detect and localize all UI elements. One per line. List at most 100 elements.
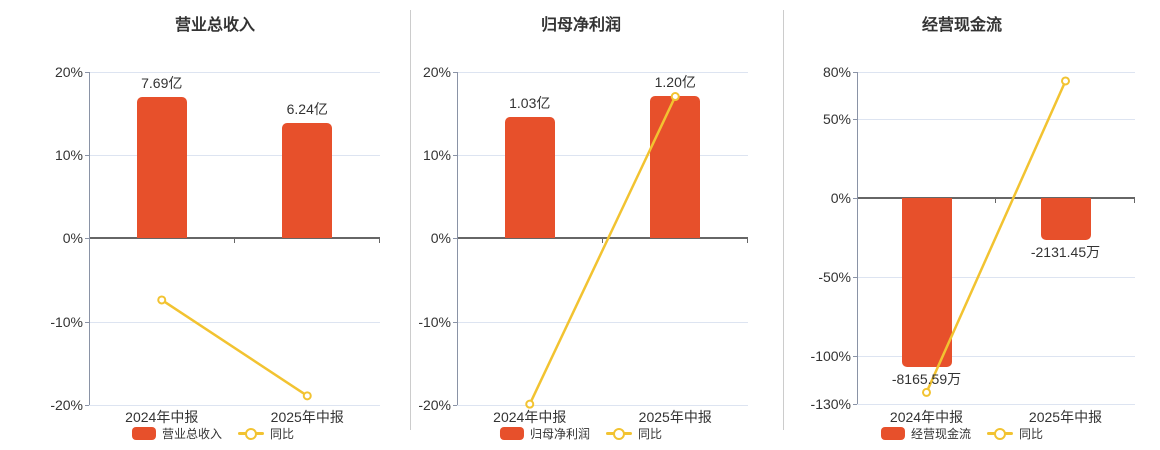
legend-label: 同比 [1019,427,1044,441]
bar-value-label: 1.03亿 [509,95,551,112]
y-axis-label: 50% [822,110,851,127]
y-axis-label: -20% [50,397,83,413]
bar-2024年中报[interactable] [901,197,952,367]
gridline [857,71,1135,73]
y-axis-tick [85,238,89,240]
chart-panel-cash-flow: 经营现金流 80% 50% 0% -50% -100% -130% -8165.59万 -21… [783,0,1160,450]
x-axis-tick [995,197,996,203]
gridline [457,71,748,73]
gridline [457,321,748,323]
y-axis-label: -20% [418,397,451,413]
trend-line [525,92,680,409]
x-axis-tick [233,238,235,244]
line-marker[interactable] [302,391,312,401]
x-axis-label: 2024年中报 [889,409,964,425]
y-axis-label: -100% [810,348,851,365]
x-axis-label: 2025年中报 [638,409,712,425]
y-axis-line [457,71,458,405]
y-axis-tick [453,71,457,73]
panel-divider [410,10,411,430]
y-axis-tick [85,154,89,156]
y-axis-label: 20% [422,63,451,80]
bar-legend-swatch [880,427,905,440]
bar-2025年中报[interactable] [650,95,701,239]
line-marker[interactable] [525,399,535,409]
legend-item-bar[interactable]: 归母净利润 [499,425,590,442]
line-marker[interactable] [670,92,680,102]
y-axis-label: 10% [422,146,451,163]
gridline [457,154,748,156]
bar-value-label: -8165.59万 [891,370,962,387]
bar-2025年中报[interactable] [1040,197,1091,241]
gridline [89,321,380,323]
line-legend-marker [238,427,264,440]
y-axis-label: 80% [822,63,851,80]
chart-legend: 营业总收入 同比 [131,425,294,442]
gridline [857,403,1135,405]
y-axis-tick [853,356,857,358]
bar-legend-swatch [131,427,156,440]
gridline [89,154,380,156]
bar-2024年中报[interactable] [504,117,555,239]
x-axis-tick [379,238,380,244]
legend-item-bar[interactable]: 经营现金流 [880,425,971,442]
bar-2024年中报[interactable] [136,96,187,239]
legend-item-line[interactable]: 同比 [238,425,294,442]
bar-legend-swatch [499,427,524,440]
legend-label: 同比 [638,427,663,441]
y-axis-label: -10% [418,313,451,330]
plot-area: 20% 10% 0% -10% -20% 1.03亿 1.20亿 2024年中报 2025年中报 [410,0,783,450]
y-axis-line [89,71,90,405]
gridline [89,71,380,73]
y-axis-tick [85,321,89,323]
y-axis-label: 0% [62,230,83,247]
y-axis-tick [853,118,857,120]
gridline [857,356,1135,358]
bar-2025年中报[interactable] [282,123,333,239]
x-axis-label: 2024年中报 [125,409,199,425]
y-axis-label: 20% [54,63,83,80]
bar-value-label: 1.20亿 [654,73,696,90]
x-axis-tick [601,238,603,244]
y-axis-label: -50% [818,269,851,286]
gridline [89,405,380,406]
plot-area: 80% 50% 0% -50% -100% -130% -8165.59万 -2131.45万… [783,0,1160,450]
chart-panel-net-profit: 归母净利润 20% 10% 0% -10% -20% 1.03亿 1.20亿 2024年中报 2… [410,0,783,450]
y-axis-tick [853,71,857,73]
legend-label: 营业总收入 [161,427,222,441]
y-axis-tick [853,403,857,405]
y-axis-tick [85,71,89,73]
zero-axis-line [89,237,380,240]
bar-value-label: -2131.45万 [1030,244,1101,261]
chart-panel-revenue: 营业总收入 20% 10% 0% -10% -20% 7.69亿 6.24亿 2024年中报 2… [0,0,410,450]
gridline [457,405,748,406]
legend-label: 经营现金流 [910,427,971,441]
legend-item-line[interactable]: 同比 [606,425,662,442]
y-axis-label: -130% [810,395,851,412]
line-marker[interactable] [1061,76,1070,86]
chart-title: 营业总收入 [174,17,256,34]
y-axis-tick [453,154,457,156]
y-axis-label: 0% [430,230,451,247]
y-axis-tick [853,277,857,279]
x-axis-tick [747,238,748,244]
legend-item-bar[interactable]: 营业总收入 [131,425,222,442]
chart-legend: 归母净利润 同比 [499,425,662,442]
y-axis-line [857,71,858,404]
line-marker[interactable] [157,295,167,305]
x-axis-tick [1134,197,1135,203]
chart-legend: 经营现金流 同比 [880,425,1043,442]
x-axis-label: 2025年中报 [1028,409,1103,425]
bar-value-label: 7.69亿 [141,74,183,91]
legend-item-line[interactable]: 同比 [987,425,1043,442]
gridline [857,118,1135,120]
gridline [857,277,1135,279]
line-marker[interactable] [922,387,931,397]
plot-area: 20% 10% 0% -10% -20% 7.69亿 6.24亿 2024年中报 2025年中报 [0,0,410,450]
yoy-line [161,298,308,397]
y-axis-tick [453,238,457,240]
zero-axis-line [457,237,748,240]
legend-label: 同比 [270,427,295,441]
line-legend-marker [987,427,1013,440]
